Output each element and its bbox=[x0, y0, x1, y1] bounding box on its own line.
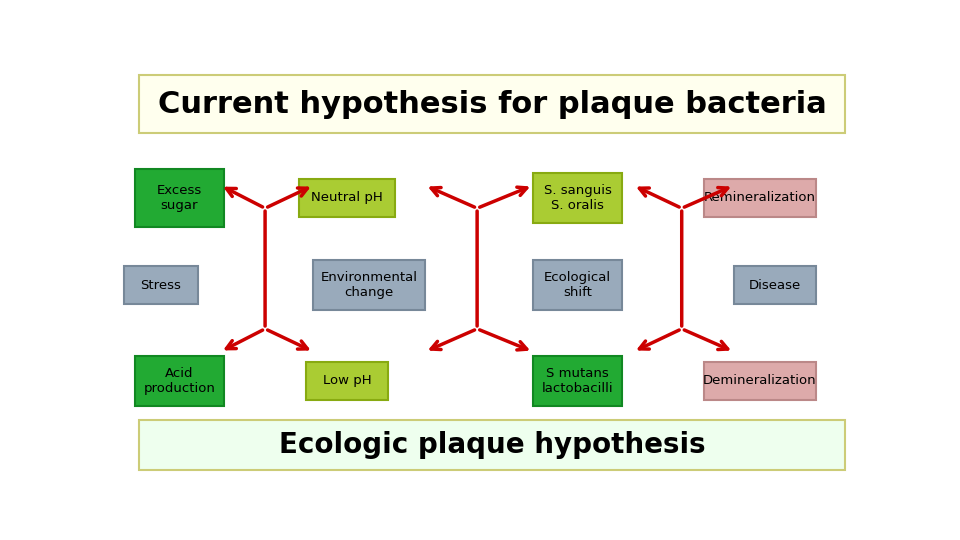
Text: Low pH: Low pH bbox=[323, 374, 372, 387]
FancyBboxPatch shape bbox=[533, 260, 622, 310]
Text: Demineralization: Demineralization bbox=[703, 374, 817, 387]
Text: Stress: Stress bbox=[140, 279, 181, 292]
FancyBboxPatch shape bbox=[704, 362, 816, 400]
Text: Excess
sugar: Excess sugar bbox=[156, 184, 203, 212]
Text: Disease: Disease bbox=[749, 279, 801, 292]
FancyBboxPatch shape bbox=[134, 356, 224, 406]
Text: S. sanguis
S. oralis: S. sanguis S. oralis bbox=[543, 184, 612, 212]
FancyBboxPatch shape bbox=[733, 266, 816, 304]
FancyBboxPatch shape bbox=[704, 179, 816, 217]
FancyBboxPatch shape bbox=[533, 356, 622, 406]
Text: Current hypothesis for plaque bacteria: Current hypothesis for plaque bacteria bbox=[157, 90, 827, 119]
Text: Environmental
change: Environmental change bbox=[321, 271, 418, 299]
FancyBboxPatch shape bbox=[138, 75, 846, 133]
FancyBboxPatch shape bbox=[138, 420, 846, 470]
Text: Remineralization: Remineralization bbox=[704, 191, 816, 204]
Text: S mutans
lactobacilli: S mutans lactobacilli bbox=[541, 367, 613, 395]
Text: Neutral pH: Neutral pH bbox=[311, 191, 383, 204]
Text: Ecologic plaque hypothesis: Ecologic plaque hypothesis bbox=[278, 431, 706, 459]
FancyBboxPatch shape bbox=[306, 362, 388, 400]
FancyBboxPatch shape bbox=[299, 179, 396, 217]
FancyBboxPatch shape bbox=[313, 260, 425, 310]
Text: Ecological
shift: Ecological shift bbox=[544, 271, 612, 299]
FancyBboxPatch shape bbox=[134, 168, 224, 227]
FancyBboxPatch shape bbox=[124, 266, 198, 304]
FancyBboxPatch shape bbox=[533, 173, 622, 223]
Text: Acid
production: Acid production bbox=[144, 367, 215, 395]
